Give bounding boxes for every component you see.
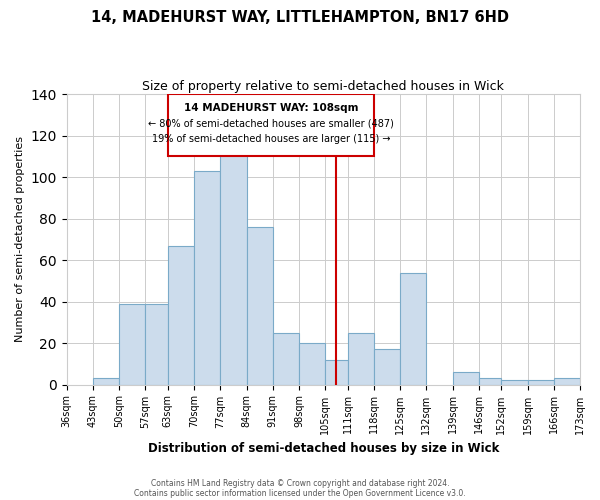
Bar — [347, 332, 374, 384]
Bar — [325, 360, 347, 384]
Bar — [479, 378, 502, 384]
Bar — [452, 372, 479, 384]
Bar — [374, 350, 400, 384]
Bar — [194, 171, 220, 384]
Bar — [93, 378, 119, 384]
Bar — [554, 378, 580, 384]
Bar — [220, 144, 247, 384]
Title: Size of property relative to semi-detached houses in Wick: Size of property relative to semi-detach… — [142, 80, 504, 93]
Bar — [299, 343, 325, 384]
Bar — [527, 380, 554, 384]
Bar — [168, 246, 194, 384]
Y-axis label: Number of semi-detached properties: Number of semi-detached properties — [15, 136, 25, 342]
FancyBboxPatch shape — [168, 94, 374, 156]
Text: 19% of semi-detached houses are larger (115) →: 19% of semi-detached houses are larger (… — [152, 134, 390, 144]
Bar — [119, 304, 145, 384]
Bar — [400, 272, 427, 384]
Text: 14 MADEHURST WAY: 108sqm: 14 MADEHURST WAY: 108sqm — [184, 102, 358, 113]
Bar — [247, 227, 273, 384]
Text: ← 80% of semi-detached houses are smaller (487): ← 80% of semi-detached houses are smalle… — [148, 118, 394, 128]
Bar — [145, 304, 168, 384]
Bar — [502, 380, 527, 384]
Bar — [273, 332, 299, 384]
X-axis label: Distribution of semi-detached houses by size in Wick: Distribution of semi-detached houses by … — [148, 442, 499, 455]
Text: Contains public sector information licensed under the Open Government Licence v3: Contains public sector information licen… — [134, 488, 466, 498]
Text: 14, MADEHURST WAY, LITTLEHAMPTON, BN17 6HD: 14, MADEHURST WAY, LITTLEHAMPTON, BN17 6… — [91, 10, 509, 25]
Text: Contains HM Land Registry data © Crown copyright and database right 2024.: Contains HM Land Registry data © Crown c… — [151, 478, 449, 488]
